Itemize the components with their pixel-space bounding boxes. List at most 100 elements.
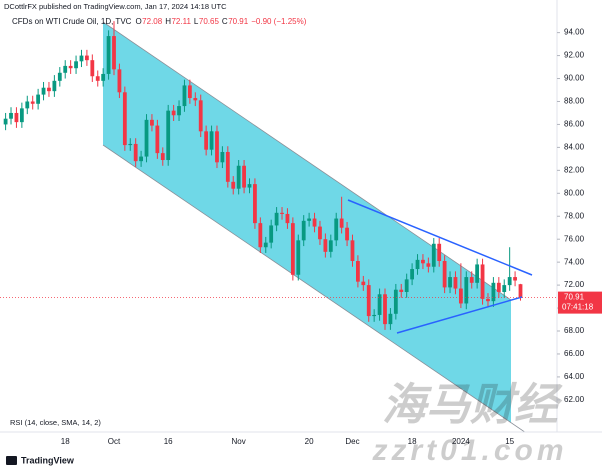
candle-body: [85, 55, 89, 61]
candle-body: [204, 131, 209, 150]
candle-body: [491, 282, 496, 302]
candle-body: [231, 181, 236, 189]
candle-body: [453, 277, 458, 289]
candle-body: [274, 212, 279, 226]
triangle-lower: [396, 296, 523, 334]
candle-body: [475, 264, 480, 283]
candle-body: [307, 218, 312, 221]
candle-body: [393, 289, 398, 314]
candle-body: [144, 119, 149, 157]
watermark-site: zzrt01.com: [371, 434, 567, 467]
candle-body: [9, 112, 13, 119]
logo-icon: [6, 456, 17, 465]
x-tick-label: Dec: [345, 437, 359, 446]
candle-body: [404, 279, 409, 292]
x-tick-label: 15: [505, 437, 514, 446]
candle-body: [25, 101, 30, 109]
legend: CFDs on WTI Crude Oil, 1D, TVC O 72.08 H 72…: [12, 17, 307, 26]
candle-body: [166, 110, 171, 161]
legend-value: 70.65: [199, 17, 220, 26]
x-tick-label: 18: [61, 437, 70, 446]
y-tick-label: 78.00: [564, 211, 585, 220]
legend-key: O: [135, 17, 141, 26]
x-tick-label: Oct: [108, 437, 121, 446]
candle-body: [63, 65, 68, 73]
y-tick-label: 94.00: [564, 28, 585, 37]
candle-body: [139, 156, 143, 162]
candle-body: [30, 101, 35, 104]
candle-body: [513, 277, 517, 281]
candle-body: [350, 240, 355, 262]
candle-body: [415, 259, 420, 270]
candle-body: [101, 73, 106, 81]
candle-body: [437, 243, 442, 262]
candle-body: [198, 100, 203, 132]
countdown: 07:41:18: [562, 303, 594, 312]
candle-body: [117, 69, 122, 93]
y-tick-label: 64.00: [564, 372, 585, 381]
y-tick-label: 66.00: [564, 349, 585, 358]
candle-body: [242, 165, 246, 188]
x-tick-label: Nov: [232, 437, 246, 446]
candle-body: [133, 143, 138, 162]
legend-value: 72.11: [171, 17, 191, 26]
candle-body: [193, 98, 198, 101]
candle-body: [502, 285, 507, 292]
y-tick-label: 76.00: [564, 234, 585, 243]
candle-body: [469, 277, 474, 283]
candle-body: [112, 36, 116, 70]
candle-body: [323, 239, 328, 252]
y-tick-label: 74.00: [564, 257, 585, 266]
candle-body: [399, 289, 404, 292]
candle-body: [236, 165, 241, 189]
candle-body: [52, 80, 57, 92]
candle-body: [47, 87, 51, 92]
legend-key: C: [222, 17, 228, 26]
candle-body: [334, 218, 339, 241]
candle-body: [426, 263, 431, 267]
candle-body: [182, 85, 187, 107]
legend-key: L: [194, 17, 199, 26]
y-tick-label: 62.00: [564, 395, 585, 404]
brand: TradingView: [21, 455, 75, 465]
candle-body: [431, 243, 436, 267]
candle-body: [68, 65, 73, 69]
y-tick-label: 92.00: [564, 51, 585, 60]
candle-body: [263, 242, 268, 248]
candle-body: [106, 36, 111, 74]
last-price-box: [558, 291, 602, 314]
candle-body: [128, 143, 133, 146]
candle-body: [442, 261, 447, 288]
x-tick-label: 16: [164, 437, 173, 446]
y-tick-label: 84.00: [564, 142, 585, 151]
symbol: CFDs on WTI Crude Oil, 1D, TVC: [12, 17, 132, 26]
candle-body: [215, 131, 219, 163]
candle-body: [486, 298, 490, 302]
candle-body: [258, 223, 263, 248]
candle-body: [421, 259, 425, 264]
candle-body: [377, 294, 382, 315]
candle-body: [328, 240, 333, 252]
candle-body: [518, 284, 523, 298]
y-tick-label: 72.00: [564, 280, 585, 289]
x-tick-label: 2024: [452, 437, 470, 446]
candle-body: [220, 151, 225, 163]
candle-body: [280, 212, 284, 214]
candle-body: [496, 282, 501, 292]
candle-body: [225, 151, 230, 182]
legend-value: 70.91: [228, 17, 249, 26]
candle-body: [301, 220, 306, 241]
candle-body: [296, 240, 301, 275]
footer-logo: TradingView: [6, 455, 75, 465]
candle-body: [187, 85, 192, 99]
candle-body: [14, 112, 19, 123]
legend-key: H: [165, 17, 171, 26]
channel-upper: [102, 21, 512, 301]
candle-body: [247, 184, 252, 188]
watermark: 海马财经: [382, 381, 563, 430]
candle-body: [345, 227, 349, 241]
candle-body: [285, 213, 290, 224]
candle-body: [57, 72, 62, 81]
